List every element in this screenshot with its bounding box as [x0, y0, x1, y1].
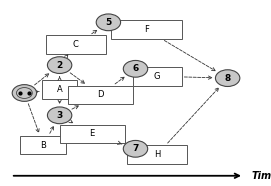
Text: 7: 7 — [132, 144, 139, 153]
Bar — [60, 125, 125, 143]
Text: B: B — [40, 141, 46, 150]
Circle shape — [47, 107, 72, 124]
Text: D: D — [97, 90, 104, 99]
Bar — [46, 35, 106, 54]
Text: 2: 2 — [56, 61, 63, 70]
Text: A: A — [57, 85, 63, 94]
Text: 3: 3 — [56, 111, 63, 120]
Text: 8: 8 — [224, 74, 231, 83]
Circle shape — [123, 140, 148, 157]
Bar — [127, 145, 187, 164]
Circle shape — [215, 70, 240, 86]
Bar — [42, 80, 77, 99]
Circle shape — [47, 57, 72, 73]
Text: G: G — [154, 72, 160, 81]
Text: 5: 5 — [105, 18, 112, 27]
Bar — [111, 20, 182, 39]
Bar — [133, 67, 182, 86]
Circle shape — [12, 85, 37, 101]
Circle shape — [96, 14, 121, 31]
Text: E: E — [89, 129, 95, 138]
Text: Time: Time — [252, 171, 271, 181]
Text: 6: 6 — [132, 64, 139, 73]
Text: F: F — [144, 25, 149, 34]
Text: C: C — [73, 40, 79, 49]
Circle shape — [123, 60, 148, 77]
Text: H: H — [154, 150, 160, 159]
Circle shape — [17, 88, 32, 98]
Bar — [68, 86, 133, 104]
Bar — [20, 136, 66, 154]
